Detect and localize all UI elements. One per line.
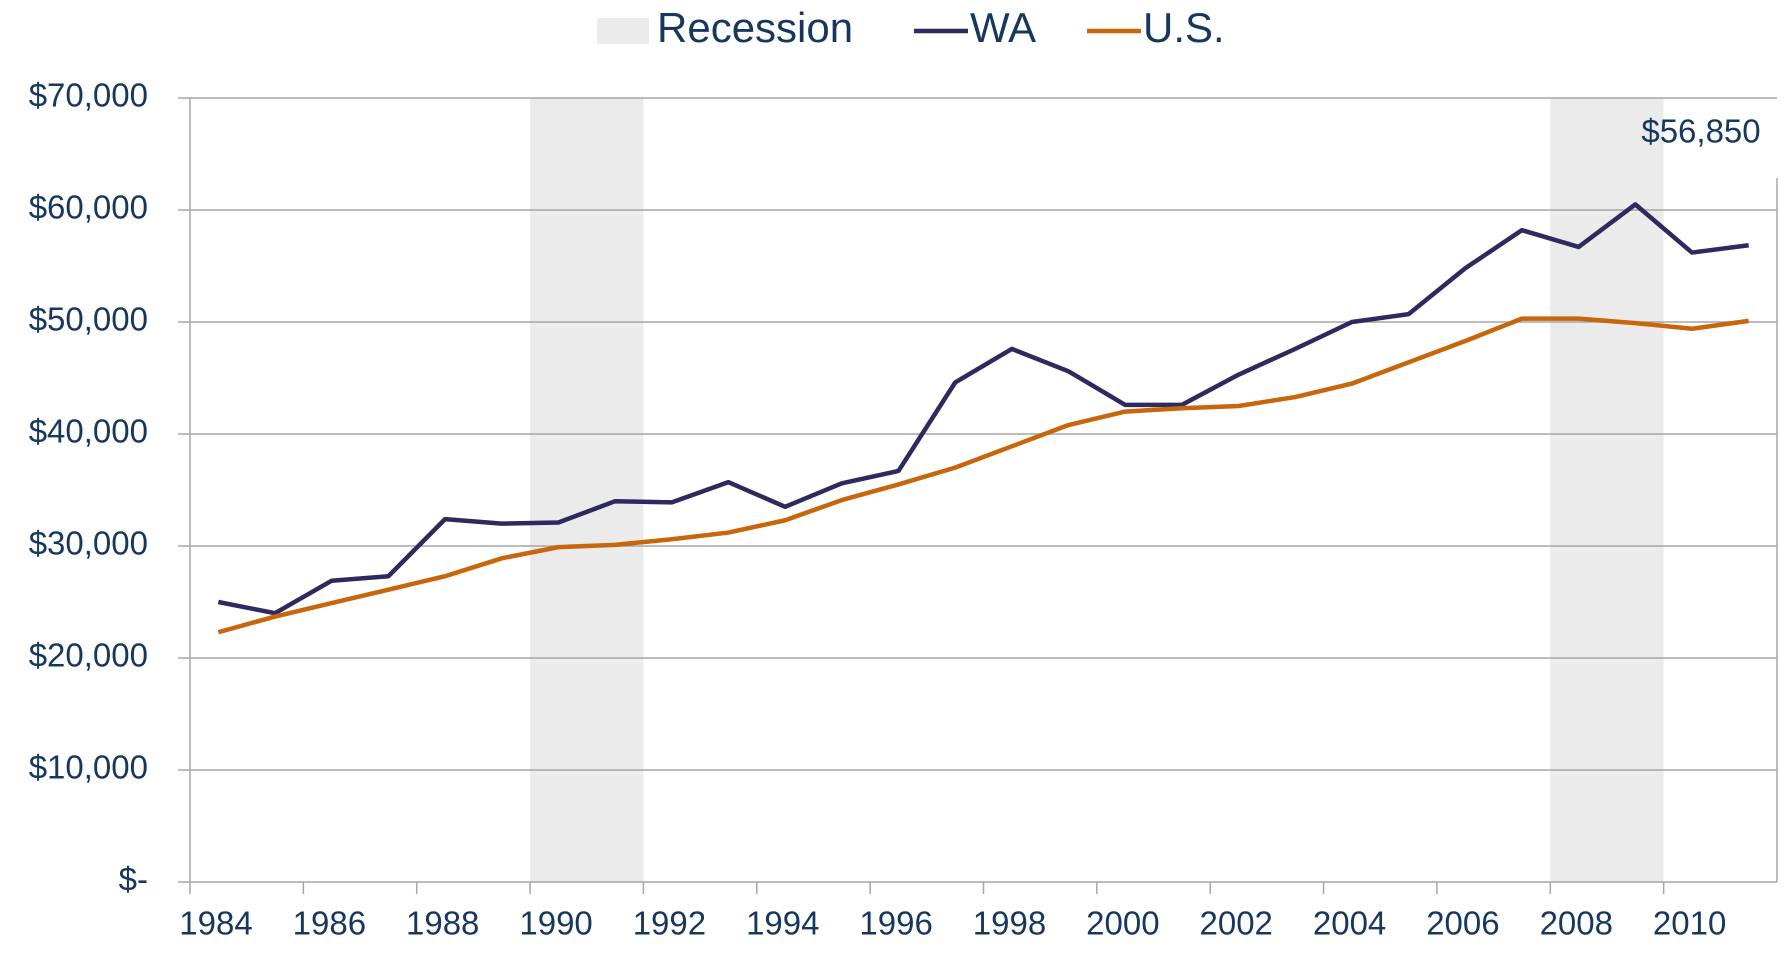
legend-label: U.S. xyxy=(1143,4,1225,51)
x-tick-label: 2002 xyxy=(1200,905,1273,942)
x-tick-label: 2006 xyxy=(1426,905,1499,942)
x-tick-label: 1988 xyxy=(406,905,479,942)
y-tick-label: $50,000 xyxy=(29,301,148,338)
y-tick-label: $40,000 xyxy=(29,413,148,450)
x-tick-label: 1990 xyxy=(519,905,592,942)
x-tick-label: 2008 xyxy=(1540,905,1613,942)
recession-band xyxy=(1550,98,1664,882)
series-line xyxy=(217,202,1749,616)
x-tick-label: 1992 xyxy=(633,905,706,942)
y-tick-label: $- xyxy=(119,861,148,898)
x-tick-label: 1984 xyxy=(179,905,252,942)
x-tick-label: 1994 xyxy=(746,905,819,942)
x-tick-label: 2010 xyxy=(1653,905,1726,942)
y-tick-label: $60,000 xyxy=(29,189,148,226)
y-tick-label: $70,000 xyxy=(29,77,148,114)
series-line xyxy=(217,316,1749,635)
legend-label: Recession xyxy=(657,4,853,51)
x-tick-label: 1986 xyxy=(293,905,366,942)
annotation: $56,850 xyxy=(1641,113,1760,150)
legend-swatch xyxy=(597,18,649,44)
y-tick-label: $10,000 xyxy=(29,749,148,786)
recession-band xyxy=(530,98,644,882)
x-tick-label: 2000 xyxy=(1086,905,1159,942)
x-tick-label: 2004 xyxy=(1313,905,1386,942)
x-tick-label: 1998 xyxy=(973,905,1046,942)
legend-label: WA xyxy=(970,4,1036,51)
x-tick-label: 1996 xyxy=(859,905,932,942)
y-tick-label: $30,000 xyxy=(29,525,148,562)
y-tick-label: $20,000 xyxy=(29,637,148,674)
